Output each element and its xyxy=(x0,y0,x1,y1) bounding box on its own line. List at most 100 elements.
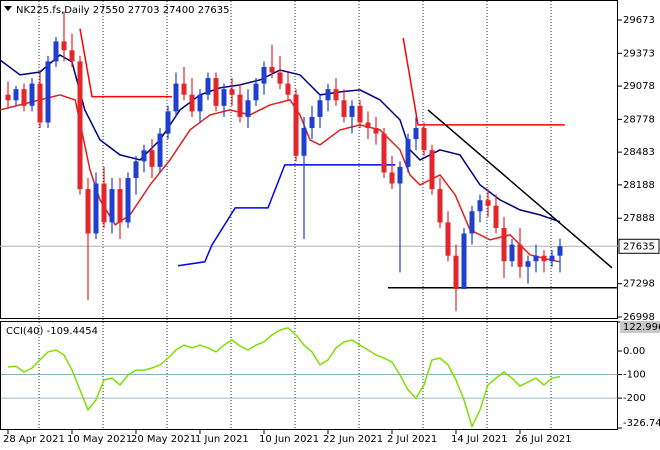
candle-body xyxy=(5,94,11,101)
cci-title: CCI(40) -109.4454 xyxy=(6,326,98,337)
y-tick-label: 29673 xyxy=(623,15,655,26)
candle-body xyxy=(45,61,51,123)
candle-body xyxy=(77,61,83,190)
overlay-line xyxy=(177,164,396,267)
x-tick-label: 14 Jul 2021 xyxy=(451,434,508,445)
y-tick-label: -100 xyxy=(623,370,646,381)
candle-body xyxy=(109,189,115,223)
candle-body xyxy=(389,172,395,184)
price-box-label: 27635 xyxy=(623,241,655,252)
candle-body xyxy=(141,150,147,162)
candle-body xyxy=(493,205,499,228)
candle-body xyxy=(197,94,203,112)
candle-body xyxy=(29,83,35,106)
overlay-line xyxy=(79,28,565,126)
candle-body xyxy=(445,222,451,256)
candle-body xyxy=(37,83,43,123)
candle-body xyxy=(397,166,403,184)
candle-body xyxy=(117,189,123,223)
candle-body xyxy=(525,261,531,267)
candle-body xyxy=(413,128,419,140)
x-tick-label: 1 Jun 2021 xyxy=(195,434,249,445)
candle-body xyxy=(301,128,307,156)
candle-body xyxy=(541,255,547,262)
x-tick-label: 10 Jun 2021 xyxy=(259,434,319,445)
candle-body xyxy=(333,89,339,101)
candle-body xyxy=(205,78,211,95)
indicator: CCI(40) xyxy=(6,326,44,337)
candle-body xyxy=(485,200,491,206)
candle-body xyxy=(269,66,275,73)
x-tick-label: 20 May 2021 xyxy=(131,434,196,445)
candle-body xyxy=(277,72,283,84)
candle-body xyxy=(229,89,235,95)
indicator-value: -109.4454 xyxy=(47,326,98,337)
candle-body xyxy=(221,89,227,106)
y-tick-label: 122.9967 xyxy=(623,322,660,333)
candle-body xyxy=(309,116,315,129)
candle-body xyxy=(421,128,427,151)
candle-body xyxy=(357,105,363,123)
candle-body xyxy=(317,100,323,117)
candle-body xyxy=(149,150,155,167)
candle-body xyxy=(533,255,539,262)
candle-body xyxy=(381,133,387,173)
candle-body xyxy=(437,189,443,223)
y-tick-label: -200 xyxy=(623,393,646,404)
candle-body xyxy=(557,246,563,256)
high: 27703 xyxy=(128,5,160,16)
candle-body xyxy=(125,177,131,223)
candle-body xyxy=(509,244,515,262)
candle-body xyxy=(341,100,347,117)
candle-body xyxy=(237,94,243,117)
candle-body xyxy=(453,255,459,290)
y-tick-label: 28188 xyxy=(623,180,655,191)
candle-body xyxy=(261,66,267,84)
price-box xyxy=(618,238,660,254)
y-tick-label: 27298 xyxy=(623,279,655,290)
x-tick-label: 22 Jun 2021 xyxy=(323,434,383,445)
x-tick-label: 28 Apr 2021 xyxy=(3,434,65,445)
x-tick-label: 26 Jul 2021 xyxy=(515,434,572,445)
candle-body xyxy=(373,128,379,134)
low: 27400 xyxy=(163,5,195,16)
y-tick-label: 27888 xyxy=(623,213,655,224)
chart-title: NK225.fs,Daily 27550 27703 27400 27635 xyxy=(16,5,230,16)
candle-body xyxy=(21,89,27,106)
candle-body xyxy=(253,83,259,101)
candle-body xyxy=(165,111,171,134)
candle-body xyxy=(61,41,67,51)
candle-body xyxy=(245,100,251,117)
cci-panel-frame xyxy=(0,321,618,430)
candle-body xyxy=(101,183,107,223)
y-tick-label: 0.00 xyxy=(623,346,645,357)
candle-body xyxy=(293,94,299,156)
y-tick-label: 29373 xyxy=(623,48,655,59)
candle-body xyxy=(285,83,291,95)
candle-body xyxy=(53,41,59,62)
y-tick-label: -326.744 xyxy=(623,418,660,429)
x-tick-label: 10 May 2021 xyxy=(67,434,132,445)
candle-body xyxy=(501,227,507,262)
candle-body xyxy=(477,200,483,212)
label-box xyxy=(620,321,660,333)
candle-body xyxy=(461,233,467,290)
candle-body xyxy=(349,105,355,117)
candle-body xyxy=(189,94,195,112)
candle-body xyxy=(469,211,475,234)
candle-body xyxy=(85,189,91,234)
main-panel-frame xyxy=(0,0,618,319)
candle-body xyxy=(405,139,411,167)
y-tick-label: 28483 xyxy=(623,147,655,158)
symbol: NK225.fs,Daily xyxy=(16,5,90,16)
y-tick-label: 28778 xyxy=(623,114,655,125)
candle-body xyxy=(517,244,523,267)
candle-body xyxy=(69,50,75,62)
overlay-line xyxy=(388,109,617,289)
x-tick-label: 2 Jul 2021 xyxy=(387,434,437,445)
candle-body xyxy=(173,83,179,112)
candle-body xyxy=(133,161,139,178)
